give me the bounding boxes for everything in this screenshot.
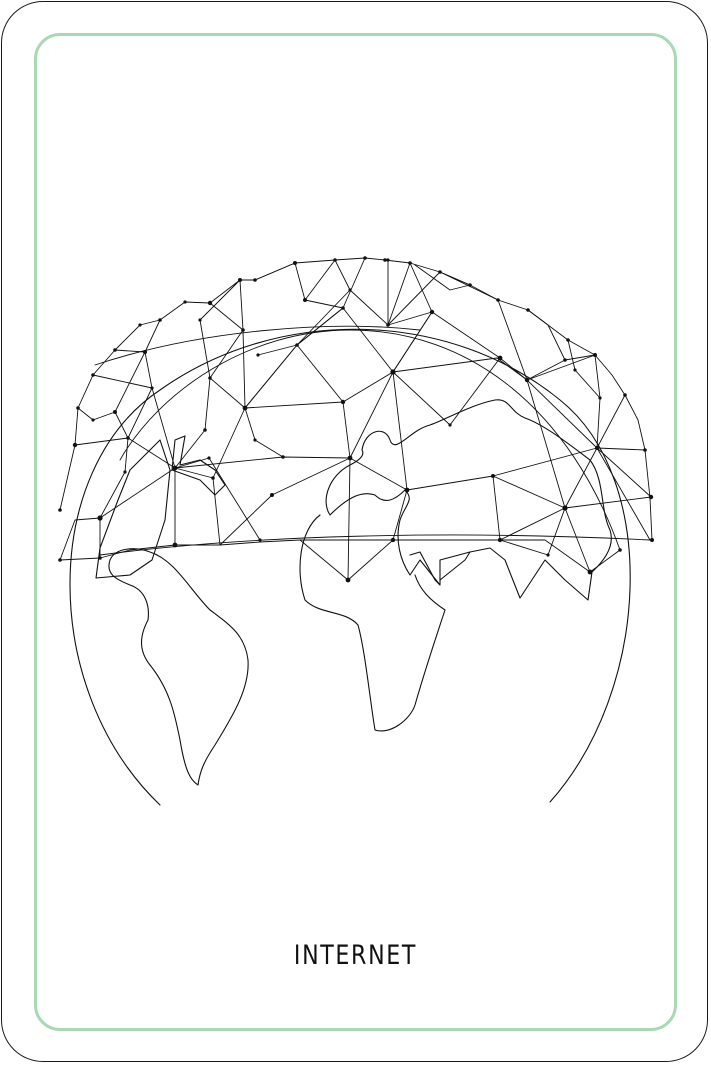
europe-outline: [325, 399, 612, 601]
north-america-outline: [95, 439, 171, 579]
asia-outline: [439, 551, 471, 581]
card-frame: [34, 33, 677, 1031]
longitude-arc: [119, 329, 621, 551]
arabia-outline: [409, 551, 441, 586]
network-edges: [59, 257, 653, 581]
americas-outline: [108, 548, 249, 786]
africa-outline: [299, 514, 446, 732]
latitude-arc-upper: [94, 325, 421, 366]
globe-outline: [69, 328, 631, 806]
network-nodes: [58, 256, 654, 583]
latitude-arc: [99, 534, 651, 556]
card-caption: INTERNET: [293, 940, 418, 971]
